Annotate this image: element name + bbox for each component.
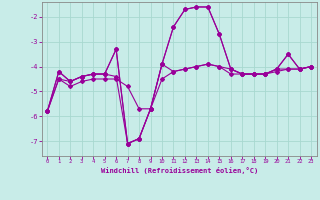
X-axis label: Windchill (Refroidissement éolien,°C): Windchill (Refroidissement éolien,°C) — [100, 167, 258, 174]
